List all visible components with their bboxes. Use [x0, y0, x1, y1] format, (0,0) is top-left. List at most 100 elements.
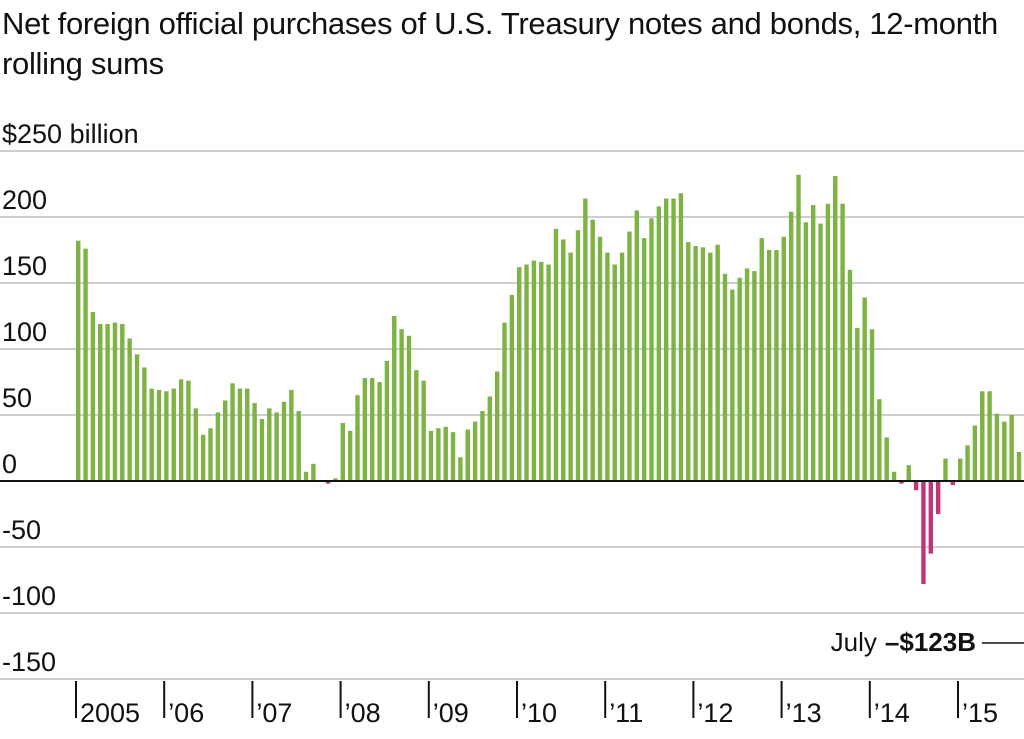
- bar: [972, 425, 978, 481]
- bar: [267, 408, 272, 481]
- bar: [193, 408, 198, 481]
- x-tick-label: ’15: [962, 698, 998, 728]
- bar: [634, 210, 639, 481]
- bar: [414, 370, 419, 481]
- bar: [384, 360, 390, 481]
- bar: [355, 395, 360, 481]
- bar: [899, 481, 904, 484]
- y-tick-label: -150: [2, 647, 56, 677]
- bar: [171, 388, 176, 481]
- chart-title: Net foreign official purchases of U.S. T…: [2, 6, 998, 81]
- bar: [1002, 421, 1007, 481]
- bar: [208, 428, 213, 481]
- bar: [450, 432, 456, 481]
- bar: [950, 481, 956, 485]
- bar: [392, 316, 397, 481]
- x-tick-label: ’13: [786, 698, 822, 728]
- bar: [553, 228, 559, 481]
- y-tick-label: -50: [2, 515, 41, 545]
- latest-value-callout: July –$123B: [831, 627, 1024, 657]
- bar: [274, 412, 279, 481]
- bar: [296, 411, 301, 481]
- bar: [855, 327, 860, 481]
- bar: [83, 248, 88, 481]
- bar: [605, 252, 610, 481]
- bar: [583, 198, 588, 481]
- bar: [884, 437, 889, 481]
- bar: [715, 244, 720, 481]
- bar: [531, 260, 537, 481]
- bar: [700, 247, 706, 481]
- bar: [921, 481, 926, 584]
- bar: [840, 203, 845, 482]
- bar: [1016, 451, 1022, 481]
- bar: [134, 354, 140, 481]
- bar: [215, 412, 221, 481]
- bar: [766, 250, 772, 481]
- bar: [259, 418, 265, 481]
- bar: [76, 240, 81, 481]
- bar: [399, 329, 404, 481]
- bar: [149, 388, 154, 481]
- bar: [362, 378, 368, 481]
- bar: [370, 378, 375, 481]
- bar: [120, 323, 125, 481]
- bar: [987, 391, 992, 481]
- bar: [539, 261, 544, 481]
- bar: [980, 391, 985, 481]
- bar: [200, 434, 206, 481]
- bar: [693, 246, 698, 481]
- bar: [619, 252, 625, 481]
- bar: [818, 223, 823, 481]
- bar: [590, 219, 595, 481]
- bar: [671, 198, 676, 481]
- bars: [76, 174, 1022, 584]
- bar: [245, 388, 250, 481]
- x-tick-label: ’11: [609, 698, 643, 728]
- bar: [869, 329, 875, 481]
- bar: [811, 205, 816, 481]
- y-tick-label: 0: [2, 449, 17, 479]
- bar: [237, 388, 243, 481]
- bar: [90, 312, 96, 481]
- bar: [752, 271, 757, 481]
- bar: [958, 458, 963, 481]
- bar: [186, 380, 191, 481]
- bar: [105, 323, 110, 481]
- bar: [458, 457, 463, 481]
- bar: [421, 380, 426, 481]
- x-tick-label: ’08: [345, 698, 381, 728]
- bar: [877, 399, 882, 481]
- bar: [847, 269, 853, 481]
- x-tick-label: ’14: [874, 698, 910, 728]
- bar: [98, 323, 103, 481]
- bar: [612, 264, 617, 481]
- y-tick-label: 200: [2, 185, 47, 215]
- bar: [311, 463, 316, 481]
- bar: [509, 294, 515, 481]
- bar: [156, 389, 162, 481]
- bar: [597, 236, 603, 481]
- x-tick-label: ’09: [433, 698, 469, 728]
- bar: [230, 383, 235, 481]
- bar: [664, 198, 669, 481]
- bar: [112, 322, 118, 481]
- bar: [465, 429, 470, 481]
- bar: [252, 403, 257, 481]
- bar: [803, 222, 809, 481]
- bar: [223, 400, 228, 481]
- bar: [575, 230, 581, 481]
- bar: [796, 174, 801, 481]
- bar: [303, 471, 309, 481]
- bar: [825, 203, 831, 482]
- bar: [178, 379, 184, 481]
- bar: [164, 391, 169, 481]
- bar: [759, 238, 764, 481]
- bar: [913, 481, 919, 491]
- bar: [788, 211, 794, 481]
- bar: [906, 465, 911, 481]
- bar: [943, 458, 948, 481]
- bar: [406, 335, 412, 481]
- bar: [994, 413, 1000, 481]
